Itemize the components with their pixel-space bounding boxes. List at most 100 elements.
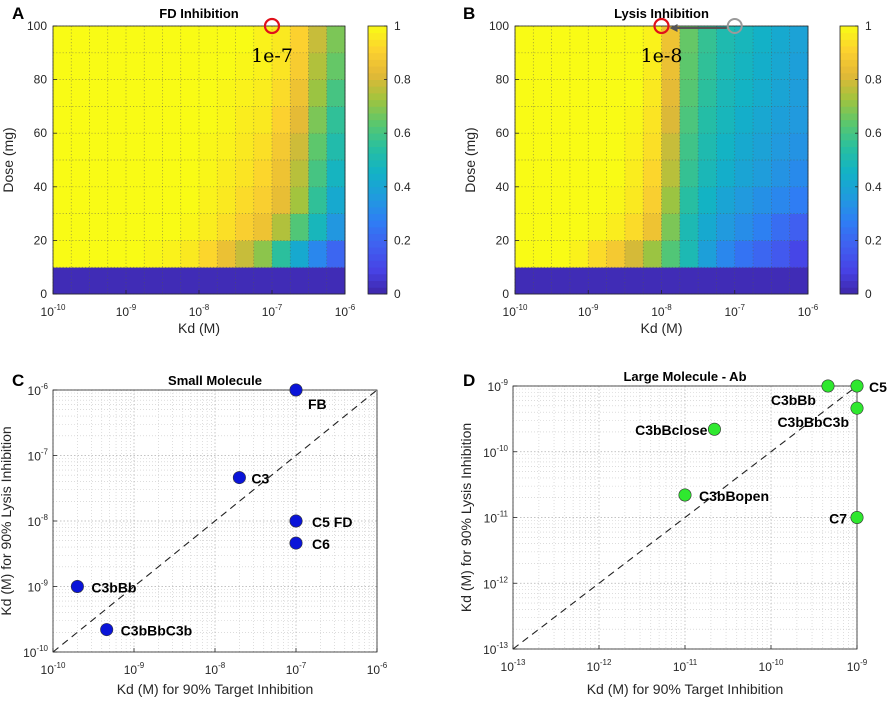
heatmap-cell [661,106,681,134]
scatter-panel-C: 10-10 10-9 10-8 10-7 10-6 10-10 10-9 10-8 10-7 10… [0,373,388,697]
heatmap-cell [89,186,109,214]
heatmap-cell [734,186,754,214]
colorbar-segment [368,26,387,34]
heatmap-cell [551,133,571,161]
heatmap-cell [643,186,662,214]
heatmap-cell [144,133,163,161]
data-point [100,623,114,637]
heatmap-cell [569,52,589,80]
heatmap-cell [290,240,309,268]
colorbar-segment [840,72,858,80]
heatmap-cell [126,133,145,161]
heatmap-cell [326,240,346,268]
heatmap-cell [107,133,127,161]
colorbar-segment [840,186,858,194]
heatmap-cell [716,52,736,80]
heatmap-cell [789,186,809,214]
heatmap-cell [679,213,699,241]
colorbar-segment [368,220,387,228]
heatmap-cell [661,213,681,241]
heatmap-cell [89,267,109,295]
heatmap-cell [533,267,553,295]
heatmap-cell [89,160,109,188]
heatmap-cell [698,186,717,214]
x-axis-label: Kd (M) [178,320,220,336]
heatmap-cell [126,186,145,214]
heatmap-cell [698,79,717,107]
heatmap-cell [551,186,571,214]
colorbar-tick-label: 0.4 [394,180,411,194]
heatmap-cell [144,213,163,241]
y-tick-label: 40 [34,180,48,194]
x-tick-label: 10-11 [673,658,698,674]
heatmap-cell [515,186,534,214]
y-tick-label: 0 [502,287,509,301]
heatmap-cell [606,240,626,268]
heatmap-cell [253,52,273,80]
heatmap-cell [606,267,626,295]
x-tick-label: 10-8 [189,303,210,319]
heatmap-panel-A: 10-10 10-9 10-8 10-7 10-6 0 20 40 60 80 100 FD Inhi… [0,6,411,336]
heatmap-cell [606,133,626,161]
heatmap-cell [789,213,809,241]
heatmap-cell [89,52,109,80]
heatmap-cell [217,52,236,80]
heatmap-cell [588,106,607,134]
colorbar-segment [368,146,387,154]
heatmap-cell [53,160,72,188]
heatmap-cell [144,106,163,134]
shift-arrow-head [669,24,678,32]
heatmap-cell [716,106,736,134]
heatmap-cell [107,160,127,188]
heatmap-cell [53,52,72,80]
heatmap-cell [71,160,90,188]
heatmap-cell [624,106,644,134]
heatmap-cell [771,186,791,214]
heatmap-cell [771,106,791,134]
heatmap-cell [533,106,553,134]
heatmap-cell [515,106,534,134]
heatmap-cell [217,267,236,295]
colorbar-segment [368,160,387,168]
x-axis-label: Kd (M) for 90% Target Inhibition [587,681,784,697]
colorbar-segment [368,126,387,134]
heatmap-cell [253,186,273,214]
heatmap-cell [107,106,127,134]
x-axis-label: Kd (M) [641,320,683,336]
heatmap-cell [569,160,589,188]
heatmap-cell [126,213,145,241]
colorbar-segment [840,166,858,174]
heatmap-cell [588,133,607,161]
colorbar-tick-label: 0.4 [865,180,882,194]
heatmap-cell [771,79,791,107]
colorbar-segment [840,173,858,181]
heatmap-cell [290,160,309,188]
heatmap-cell [253,79,273,107]
heatmap-cell [199,26,218,54]
heatmap-cell [698,26,717,54]
heatmap-cell [144,186,163,214]
heatmap-cell [180,160,200,188]
x-tick-label: 10-13 [501,658,526,674]
heatmap-cell [308,267,328,295]
heatmap-cell [89,79,109,107]
heatmap-cell [71,240,90,268]
data-point-label: C3bBb [91,580,136,596]
heatmap-cell [217,79,236,107]
y-tick-label: 10-13 [483,641,508,657]
heatmap-cell [551,79,571,107]
heatmap-cell [89,26,109,54]
heatmap-cell [144,160,163,188]
heatmap-cell [789,79,809,107]
y-tick-label: 80 [34,73,48,87]
colorbar-segment [368,119,387,127]
heatmap-cell [162,240,182,268]
heatmap-cell [308,213,328,241]
heatmap-cell [771,26,791,54]
heatmap-cell [569,186,589,214]
heatmap-cell [272,26,291,54]
colorbar-segment [368,99,387,107]
x-tick-label: 10-12 [587,658,612,674]
heatmap-cell [107,213,127,241]
colorbar-segment [840,227,858,235]
